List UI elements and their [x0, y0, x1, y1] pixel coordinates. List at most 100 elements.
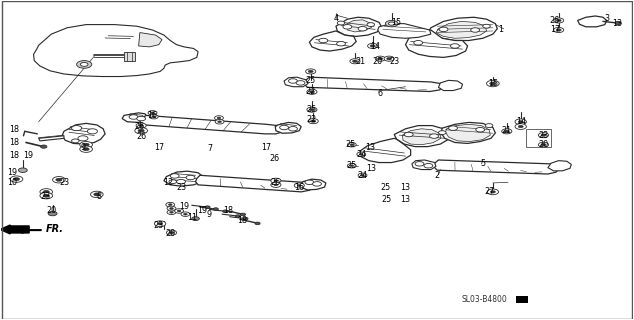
Text: 3: 3	[604, 14, 609, 23]
Text: 9: 9	[81, 143, 86, 152]
Polygon shape	[446, 124, 490, 141]
Text: 23: 23	[538, 131, 548, 140]
Text: 18: 18	[237, 216, 247, 225]
Circle shape	[243, 217, 248, 220]
Circle shape	[305, 180, 314, 185]
Polygon shape	[124, 52, 135, 61]
Circle shape	[515, 119, 526, 124]
Circle shape	[358, 27, 367, 31]
Circle shape	[296, 81, 305, 85]
Text: 22: 22	[307, 115, 317, 124]
Circle shape	[77, 60, 92, 68]
Circle shape	[40, 189, 53, 195]
Text: 23: 23	[40, 192, 50, 201]
Polygon shape	[122, 113, 148, 123]
Circle shape	[556, 29, 561, 31]
Circle shape	[307, 107, 317, 112]
Polygon shape	[346, 20, 372, 32]
Text: 25: 25	[380, 183, 391, 192]
Circle shape	[307, 89, 317, 94]
Text: 19: 19	[197, 206, 207, 215]
Circle shape	[150, 115, 158, 119]
Circle shape	[424, 164, 433, 168]
Circle shape	[319, 38, 328, 43]
Circle shape	[541, 134, 546, 136]
Text: 24: 24	[356, 150, 366, 159]
Polygon shape	[301, 179, 326, 190]
Circle shape	[167, 230, 176, 235]
Polygon shape	[412, 160, 436, 170]
Circle shape	[94, 193, 100, 196]
Circle shape	[169, 231, 174, 234]
Circle shape	[80, 141, 93, 148]
Text: 5: 5	[480, 159, 485, 168]
Circle shape	[183, 213, 187, 215]
Circle shape	[169, 204, 172, 205]
Text: 7: 7	[207, 144, 212, 153]
Circle shape	[490, 191, 495, 193]
Polygon shape	[284, 77, 308, 87]
Polygon shape	[195, 175, 312, 192]
Circle shape	[213, 208, 218, 210]
Circle shape	[53, 177, 65, 183]
Circle shape	[449, 126, 458, 130]
Circle shape	[136, 123, 146, 128]
Text: 13: 13	[612, 20, 622, 28]
Circle shape	[337, 21, 345, 25]
Circle shape	[359, 153, 363, 155]
Circle shape	[553, 28, 564, 33]
Text: 14: 14	[370, 42, 380, 52]
Circle shape	[48, 211, 57, 216]
Polygon shape	[548, 161, 571, 171]
Circle shape	[81, 62, 88, 66]
Circle shape	[476, 127, 484, 132]
Text: 22: 22	[306, 87, 316, 96]
Text: 26: 26	[271, 178, 281, 187]
Circle shape	[361, 174, 365, 176]
Circle shape	[129, 115, 138, 119]
Text: 18: 18	[223, 206, 233, 215]
Text: 18: 18	[10, 138, 20, 147]
Circle shape	[489, 82, 496, 85]
Circle shape	[80, 146, 93, 152]
Circle shape	[280, 125, 288, 130]
Text: 13: 13	[401, 195, 411, 204]
Circle shape	[87, 129, 98, 134]
Circle shape	[385, 20, 398, 27]
Text: 16: 16	[294, 183, 304, 192]
Text: 13: 13	[401, 183, 411, 192]
Circle shape	[18, 168, 27, 172]
Text: 20: 20	[46, 206, 56, 215]
Circle shape	[137, 116, 146, 121]
Circle shape	[308, 119, 318, 124]
Circle shape	[297, 185, 301, 187]
Circle shape	[274, 180, 278, 182]
Circle shape	[271, 178, 281, 183]
Circle shape	[350, 144, 354, 146]
Circle shape	[541, 143, 546, 146]
Circle shape	[487, 189, 498, 195]
Circle shape	[504, 130, 509, 132]
Polygon shape	[430, 17, 497, 41]
Text: 25: 25	[346, 140, 356, 149]
Text: 21: 21	[501, 126, 512, 135]
Circle shape	[615, 21, 621, 25]
Circle shape	[170, 211, 173, 213]
Text: 15: 15	[391, 19, 401, 28]
Circle shape	[288, 126, 297, 131]
Text: 19: 19	[23, 151, 33, 160]
Circle shape	[214, 116, 223, 120]
Text: 17: 17	[261, 143, 271, 152]
Text: 25: 25	[347, 161, 357, 170]
Polygon shape	[378, 24, 431, 38]
Circle shape	[343, 25, 352, 29]
Circle shape	[553, 18, 564, 23]
Text: 25: 25	[382, 195, 392, 204]
Polygon shape	[139, 33, 162, 47]
Polygon shape	[436, 21, 486, 38]
Circle shape	[350, 59, 360, 64]
Circle shape	[309, 108, 314, 111]
Circle shape	[91, 191, 103, 197]
Circle shape	[313, 182, 321, 186]
Text: 19: 19	[7, 168, 17, 177]
